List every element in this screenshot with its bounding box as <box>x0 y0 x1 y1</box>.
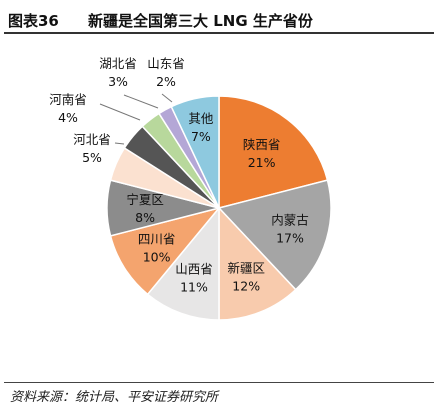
pie-slice-1 <box>218 95 329 209</box>
slice-value-8: 4% <box>58 110 78 125</box>
pie-slice-3 <box>218 206 297 321</box>
figure-number: 图表36 <box>8 12 59 30</box>
slice-label-5: 四川省 <box>138 232 176 247</box>
slice-value-2: 17% <box>276 231 304 246</box>
leader-line-10 <box>161 93 173 103</box>
pie-chart-container: 陕西省 21% 内蒙古 17% 新疆区 12% 山西省 11% 四川省 10% 宁夏区 8% 河北省 5%… <box>0 40 438 380</box>
header-rule <box>4 32 434 34</box>
figure-header: 图表36 新疆是全国第三大 LNG 生产省份 <box>4 4 434 34</box>
slice-value-9: 3% <box>108 74 128 89</box>
slice-value-5: 10% <box>143 250 171 265</box>
slice-value-1: 21% <box>248 155 276 170</box>
slice-value-6: 8% <box>135 210 155 225</box>
pie-slice-4 <box>146 205 220 321</box>
slice-label-4: 山西省 <box>175 262 213 277</box>
slice-value-11: 7% <box>191 129 211 144</box>
slice-value-10: 2% <box>156 74 176 89</box>
leader-line-7 <box>114 142 125 145</box>
figure-title: 新疆是全国第三大 LNG 生产省份 <box>88 12 313 30</box>
slice-label-3: 新疆区 <box>227 261 265 276</box>
slice-label-1: 陕西省 <box>243 137 281 152</box>
slice-label-10: 山东省 <box>147 56 185 71</box>
slice-label-7: 河北省 <box>73 132 111 147</box>
slice-label-8: 河南省 <box>49 92 87 107</box>
footer-rule <box>4 382 434 383</box>
slice-label-9: 湖北省 <box>99 56 137 71</box>
slice-label-6: 宁夏区 <box>126 192 164 207</box>
pie-chart: 陕西省 21% 内蒙古 17% 新疆区 12% 山西省 11% 四川省 10% 宁夏区 8% 河北省 5%… <box>49 56 332 321</box>
pie-slice-11 <box>170 95 220 209</box>
slice-label-2: 内蒙古 <box>271 213 309 228</box>
slice-value-4: 11% <box>180 280 208 295</box>
slice-label-11: 其他 <box>188 111 214 126</box>
slice-value-7: 5% <box>82 150 102 165</box>
pie-slice-2 <box>217 179 332 291</box>
leader-line-9 <box>123 94 159 109</box>
leader-line-8 <box>99 103 141 121</box>
source-note: 资料来源：统计局、平安证券研究所 <box>10 390 219 405</box>
slice-value-3: 12% <box>232 279 260 294</box>
